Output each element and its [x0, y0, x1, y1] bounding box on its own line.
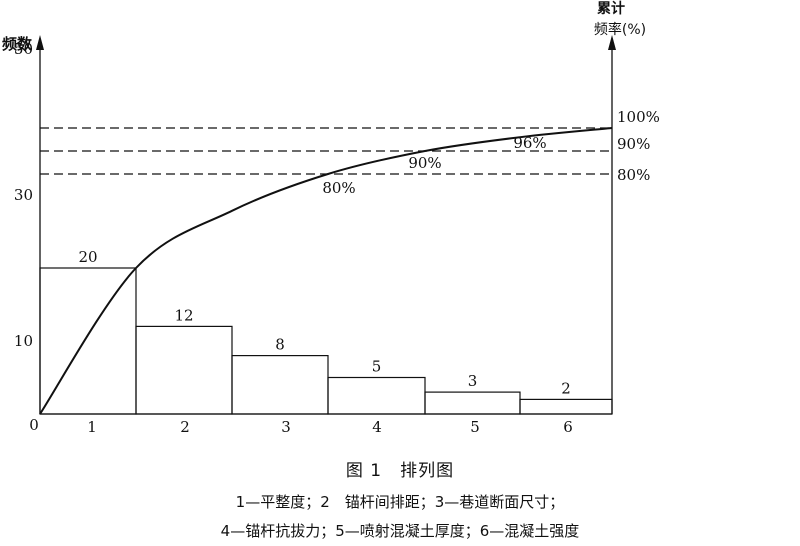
y-axis-left-title: 频数 [2, 35, 33, 53]
bar-value-label: 5 [372, 358, 382, 376]
right-axis-labels: 100% 90% 80% [617, 108, 660, 184]
x-tick-label: 2 [180, 418, 190, 436]
bar-5 [424, 391, 521, 415]
bar-6 [519, 398, 613, 415]
y-axis-right-arrow [608, 35, 616, 50]
bars [39, 267, 613, 415]
bar-value-label: 12 [174, 306, 193, 324]
x-tick-label: 6 [563, 418, 573, 436]
bar-value-label: 8 [275, 336, 285, 354]
cumulative-curve [39, 127, 613, 415]
y-axis-right-title-line2: 频率(%) [594, 21, 646, 38]
legend-line-1: 1—平整度；2 锚杆间排距；3—巷道断面尺寸； [235, 493, 565, 511]
origin-label: 0 [29, 416, 39, 434]
y-axis-right-title-line1: 累计 [597, 0, 625, 17]
right-axis-label: 100% [617, 108, 660, 126]
bar-3 [231, 355, 329, 415]
x-tick-labels: 1 2 3 4 5 6 [87, 418, 573, 436]
x-tick-label: 1 [87, 418, 97, 436]
bar-value-label: 3 [468, 372, 478, 390]
bar-value-labels: 20 12 8 5 3 2 [78, 248, 570, 397]
bar-2 [135, 325, 233, 415]
bar-4 [327, 376, 426, 415]
bar-value-label: 2 [561, 379, 571, 397]
y-ticks: 10 30 50 [14, 40, 33, 350]
x-tick-label: 5 [470, 418, 480, 436]
x-tick-label: 3 [281, 418, 291, 436]
curve-label: 80% [322, 179, 355, 197]
legend-line-2: 4—锚杆抗拔力；5—喷射混凝土厚度；6—混凝土强度 [220, 522, 580, 540]
cumulative-point-labels: 80% 90% 96% [322, 134, 546, 197]
curve-label: 96% [513, 134, 546, 152]
y-tick-label: 50 [14, 40, 33, 58]
right-axis-label: 90% [617, 135, 650, 153]
curve-label: 90% [408, 154, 441, 172]
figure-title: 图 1 排列图 [345, 461, 455, 481]
y-tick-label: 30 [14, 186, 33, 204]
x-tick-label: 4 [372, 418, 382, 436]
right-axis-label: 80% [617, 166, 650, 184]
y-axis-left-arrow [36, 35, 44, 50]
bar-value-label: 20 [78, 248, 97, 266]
y-tick-label: 10 [14, 332, 33, 350]
